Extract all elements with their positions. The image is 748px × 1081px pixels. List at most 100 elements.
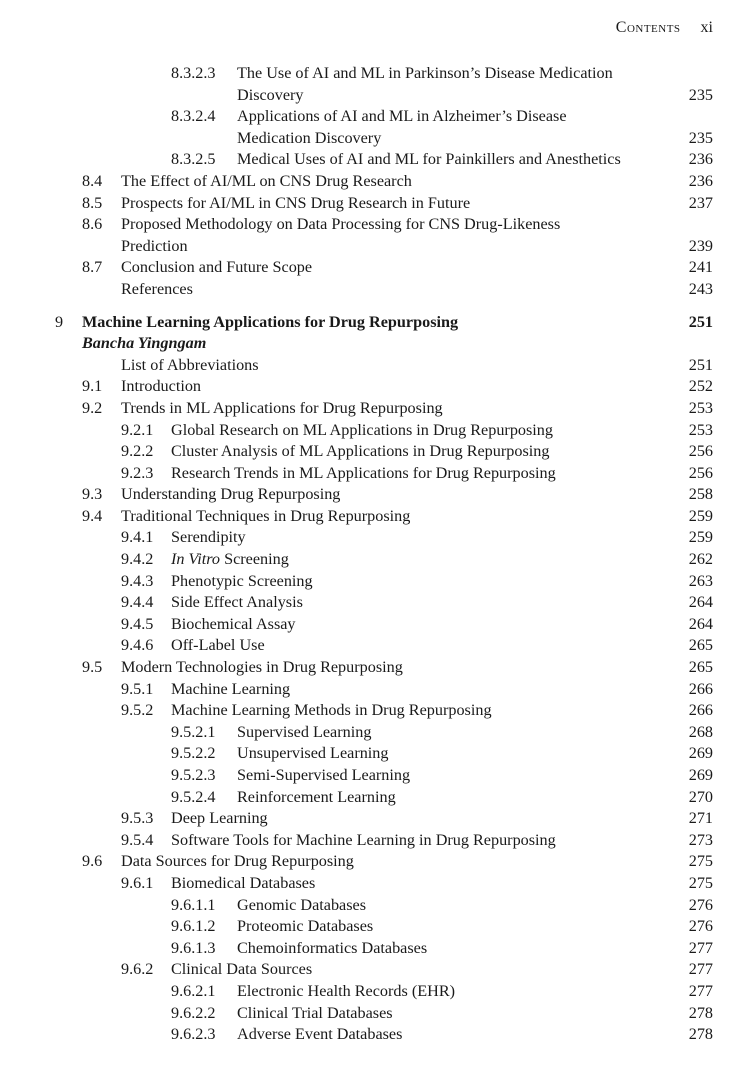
entry-title-text: Cluster Analysis of ML Applications in D… <box>171 442 550 461</box>
entry-title-line: Electronic Health Records (EHR) <box>237 981 748 1003</box>
toc-entry[interactable]: 9.4.4 Side Effect Analysis 264 <box>0 592 748 614</box>
entry-page: 273 <box>688 830 713 849</box>
entry-title-text: Proposed Methodology on Data Processing … <box>121 215 561 234</box>
entry-number: 9.1 <box>82 377 103 396</box>
toc-entry[interactable]: 9.6.2.2 Clinical Trial Databases 278 <box>0 1003 748 1025</box>
toc-entry[interactable]: 9.5.1 Machine Learning 266 <box>0 679 748 701</box>
entry-page: 235 <box>688 128 713 147</box>
toc-entry[interactable]: 9.6.2.1 Electronic Health Records (EHR) 27… <box>0 981 748 1003</box>
toc-entry[interactable]: 9.6.1.2 Proteomic Databases 276 <box>0 916 748 938</box>
toc-entry[interactable]: 9.5.2 Machine Learning Methods in Drug Re… <box>0 700 748 722</box>
toc-entry[interactable]: 9.2.3 Research Trends in ML Applications … <box>0 463 748 485</box>
entry-page: 275 <box>688 852 713 871</box>
toc-entry[interactable]: 8.7 Conclusion and Future Scope 241 <box>0 257 748 279</box>
toc-entry[interactable]: 9.6.2 Clinical Data Sources 277 <box>0 959 748 981</box>
toc-entry[interactable]: 9.6.1.3 Chemoinformatics Databases 277 <box>0 938 748 960</box>
toc-entry[interactable]: 9.2 Trends in ML Applications for Drug Re… <box>0 398 748 420</box>
entry-title-line: Side Effect Analysis <box>171 592 748 614</box>
entry-title-line: Research Trends in ML Applications for D… <box>171 463 748 485</box>
entry-title-text: Conclusion and Future Scope <box>121 258 313 277</box>
entry-title-text: Adverse Event Databases <box>237 1025 403 1044</box>
toc-entry[interactable]: 9.4.5 Biochemical Assay 264 <box>0 614 748 636</box>
entry-title-text: Reinforcement Learning <box>237 787 396 806</box>
toc-entry[interactable]: 9.6.1 Biomedical Databases 275 <box>0 873 748 895</box>
entry-number: 8.7 <box>82 258 103 277</box>
entry-title-line: Serendipity <box>171 527 748 549</box>
entry-page: 265 <box>688 658 713 677</box>
toc-entry[interactable]: 9.6 Data Sources for Drug Repurposing 275 <box>0 851 748 873</box>
toc-entry[interactable]: List of Abbreviations 251 <box>0 355 748 377</box>
toc-entry[interactable]: References 243 <box>0 279 748 301</box>
entry-page: 256 <box>688 463 713 482</box>
entry-page: 262 <box>688 550 713 569</box>
toc-entry[interactable]: 9.4 Traditional Techniques in Drug Repurp… <box>0 506 748 528</box>
entry-number: 9 <box>55 312 64 331</box>
entry-number: 9.4.3 <box>121 571 154 590</box>
entry-number: 9.6.1 <box>121 873 154 892</box>
entry-number: 9.5.2.3 <box>171 766 216 784</box>
entry-title-text: Prospects for AI/ML in CNS Drug Research… <box>121 193 471 212</box>
toc-entry[interactable]: 8.5 Prospects for AI/ML in CNS Drug Resea… <box>0 193 748 215</box>
entry-title-line: Discovery <box>237 85 748 107</box>
entry-number: 9.2.1 <box>121 420 154 439</box>
entry-number: 9.4.2 <box>121 550 154 569</box>
toc-entry[interactable]: 9.5.2.3 Semi-Supervised Learning 269 <box>0 765 748 787</box>
entry-number: 8.3.2.5 <box>171 150 216 169</box>
toc-entry[interactable]: 9.1 Introduction 252 <box>0 376 748 398</box>
entry-title-line: Machine Learning Methods in Drug Repurpo… <box>171 700 748 722</box>
entry-title-line: Prediction <box>121 236 748 258</box>
entry-page: 269 <box>688 744 713 763</box>
entry-number: 9.6.2.1 <box>171 981 216 1000</box>
entry-title-text: Clinical Trial Databases <box>237 1003 393 1022</box>
toc-entry[interactable]: 9.5.2.1 Supervised Learning 268 <box>0 722 748 744</box>
toc-entry[interactable]: 8.3.2.5 Medical Uses of AI and ML for Pai… <box>0 149 748 171</box>
entry-number: 8.6 <box>82 215 103 234</box>
toc-entry[interactable]: 9.4.6 Off-Label Use 265 <box>0 635 748 657</box>
toc-entry[interactable]: 9.2.2 Cluster Analysis of ML Applications… <box>0 441 748 463</box>
entry-title-text: Biochemical Assay <box>171 614 296 633</box>
toc-entry[interactable]: 9.6.1.1 Genomic Databases 276 <box>0 895 748 917</box>
entry-page: 263 <box>688 571 713 590</box>
toc-entry[interactable]: 8.3.2.3 The Use of AI and ML in Parkinson… <box>0 63 748 106</box>
toc-entry[interactable]: 9.6.2.3 Adverse Event Databases 278 <box>0 1024 748 1046</box>
toc-entry[interactable]: 9.4.2 In Vitro Screening 262 <box>0 549 748 571</box>
entry-number: 9.5.3 <box>121 809 154 828</box>
entry-page: 264 <box>688 593 713 612</box>
toc-entry[interactable]: 8.3.2.4 Applications of AI and ML in Alzh… <box>0 106 748 149</box>
entry-title-line: Off-Label Use <box>171 635 748 657</box>
entry-page: 251 <box>688 312 713 331</box>
entry-page: 236 <box>688 150 713 169</box>
toc-entry[interactable]: 8.6 Proposed Methodology on Data Processi… <box>0 214 748 257</box>
entry-title-line: Semi-Supervised Learning <box>237 765 748 787</box>
entry-title-text: Deep Learning <box>171 809 268 828</box>
entry-page: 270 <box>688 787 713 806</box>
entry-page: 265 <box>688 636 713 655</box>
toc-entry[interactable]: 9.5 Modern Technologies in Drug Repurposi… <box>0 657 748 679</box>
entry-title-line: Unsupervised Learning <box>237 743 748 765</box>
toc-entry[interactable]: 8.4 The Effect of AI/ML on CNS Drug Resea… <box>0 171 748 193</box>
toc-entry[interactable]: 9.4.3 Phenotypic Screening 263 <box>0 571 748 593</box>
toc-entry[interactable]: 9.5.2.2 Unsupervised Learning 269 <box>0 743 748 765</box>
entry-number: 9.5.1 <box>121 679 154 698</box>
entry-title-text: Biomedical Databases <box>171 873 316 892</box>
entry-title-line: Traditional Techniques in Drug Repurposi… <box>121 506 748 528</box>
entry-number: 9.5 <box>82 658 103 677</box>
entry-page: 277 <box>688 938 713 957</box>
toc-entry[interactable]: 9.5.4 Software Tools for Machine Learning… <box>0 830 748 852</box>
toc-entry[interactable]: 9.5.2.4 Reinforcement Learning 270 <box>0 787 748 809</box>
chapter-entry[interactable]: 9 Machine Learning Applications for Drug … <box>0 312 748 334</box>
entry-title-text: Understanding Drug Repurposing <box>121 485 341 504</box>
entry-title-line: Proposed Methodology on Data Processing … <box>121 214 748 236</box>
entry-title-line: Understanding Drug Repurposing <box>121 484 748 506</box>
toc-entry[interactable]: 9.3 Understanding Drug Repurposing 258 <box>0 484 748 506</box>
toc-entry[interactable]: 9.4.1 Serendipity 259 <box>0 527 748 549</box>
entry-page: 235 <box>688 85 713 104</box>
toc-entry[interactable]: 9.5.3 Deep Learning 271 <box>0 808 748 830</box>
entry-number: 9.5.2.4 <box>171 787 216 806</box>
toc-entry[interactable]: 9.2.1 Global Research on ML Applications … <box>0 420 748 442</box>
entry-title-line: List of Abbreviations <box>121 355 748 377</box>
entry-title-text: Side Effect Analysis <box>171 593 303 612</box>
entry-page: 278 <box>688 1003 713 1022</box>
entry-number: 9.5.2.2 <box>171 744 216 763</box>
entry-page: 268 <box>688 722 713 741</box>
